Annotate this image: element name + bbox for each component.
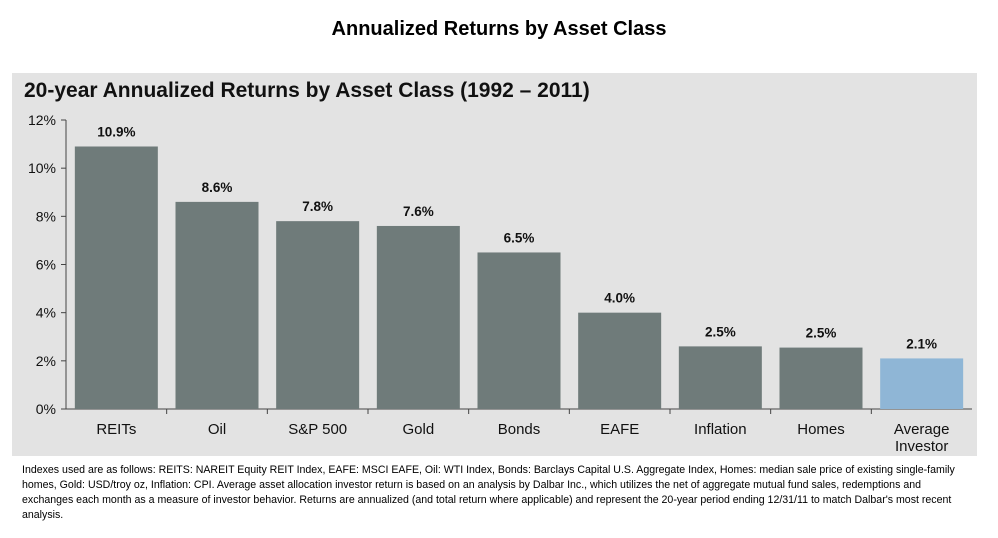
y-tick-label: 12% [28,112,56,128]
data-label: 8.6% [202,180,233,195]
y-tick-label: 0% [36,401,56,417]
data-label: 7.8% [302,199,333,214]
x-tick-label: S&P 500 [288,421,347,438]
bar-homes [779,347,863,409]
chart-title: 20-year Annualized Returns by Asset Clas… [24,79,590,102]
x-tick-label: Inflation [694,421,747,438]
x-tick-label: Homes [797,421,845,438]
data-label: 10.9% [97,124,135,139]
bar-s-p-500 [276,221,360,409]
y-tick-label: 6% [36,257,56,273]
data-label: 4.0% [604,291,635,306]
footnote: Indexes used are as follows: REITS: NARE… [22,464,955,521]
bar-inflation [678,346,762,409]
bar-oil [175,201,259,409]
page-title: Annualized Returns by Asset Class [331,18,667,40]
y-tick-label: 8% [36,208,56,224]
bar-eafe [578,312,662,409]
x-tick-label: Oil [208,421,226,438]
x-tick-label: Average [894,421,950,438]
x-tick-label: EAFE [600,421,639,438]
data-label: 6.5% [504,230,535,245]
bar-bonds [477,252,561,409]
y-tick-label: 4% [36,305,56,321]
y-tick-label: 2% [36,353,56,369]
data-label: 2.5% [705,324,736,339]
x-tick-label: Bonds [498,421,541,438]
bar-average-investor [880,358,964,409]
x-tick-label: REITs [96,421,136,438]
data-label: 2.5% [806,326,837,341]
y-tick-label: 10% [28,160,56,176]
data-label: 7.6% [403,204,434,219]
bar-reits [74,146,158,409]
bar-gold [376,225,460,409]
data-label: 2.1% [906,336,937,351]
x-tick-label: Gold [402,421,434,438]
x-tick-label: Investor [895,438,948,455]
